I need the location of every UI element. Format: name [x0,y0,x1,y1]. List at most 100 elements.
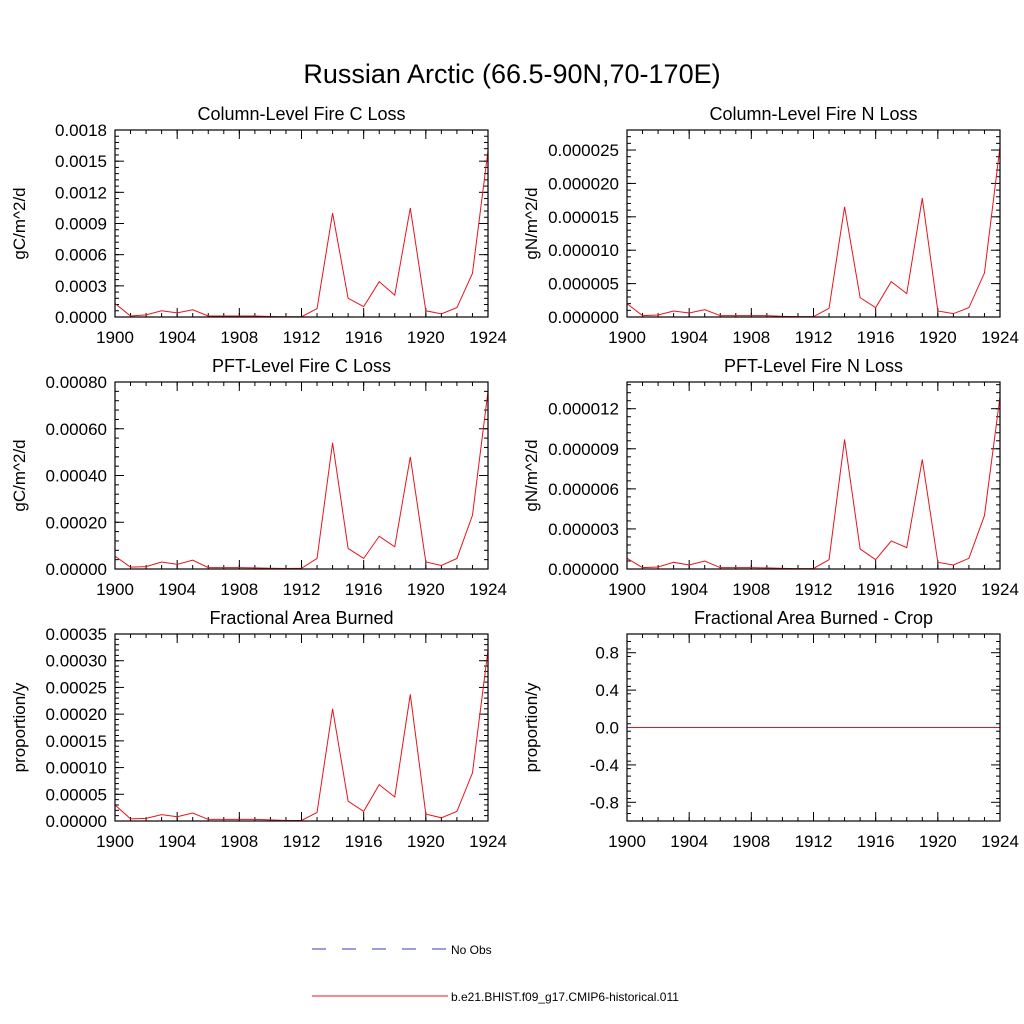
x-tick-label: 1924 [981,832,1019,851]
y-tick-label: 0.000006 [548,480,619,499]
x-tick-label: 1920 [407,580,445,599]
y-tick-label: 0.00080 [46,373,107,392]
x-tick-label: 1908 [220,580,258,599]
y-tick-label: 0.00015 [46,732,107,751]
y-tick-label: 0.00010 [46,759,107,778]
x-tick-label: 1908 [732,832,770,851]
y-tick-label: 0.4 [595,681,619,700]
x-tick-label: 1912 [283,580,321,599]
plot-frame [114,633,489,822]
legend: No Obs b.e21.BHIST.f09_g17.CMIP6-historic… [312,943,679,1004]
plot-frame [626,381,1001,570]
y-tick-label: 0.0018 [55,121,107,140]
x-tick-label: 1900 [608,832,646,851]
x-tick-label: 1924 [981,580,1019,599]
y-tick-label: 0.000015 [548,208,619,227]
x-tick-label: 1916 [857,580,895,599]
panel-title: Column-Level Fire N Loss [709,104,917,124]
x-tick-label: 1916 [857,328,895,347]
y-tick-label: 0.0000 [55,308,107,327]
x-tick-label: 1900 [96,328,134,347]
x-tick-label: 1900 [608,328,646,347]
panel-3: PFT-Level Fire C Loss 1900 1904 1908 1912 191… [10,356,507,599]
panel-title: Fractional Area Burned [209,608,393,628]
x-tick-label: 1920 [919,328,957,347]
x-tick-label: 1916 [345,580,383,599]
x-tick-label: 1908 [732,580,770,599]
panel-6: Fractional Area Burned - Crop 1900 1904 190… [522,608,1019,851]
y-tick-label: 0.000025 [548,141,619,160]
x-tick-label: 1908 [732,328,770,347]
y-axis-label: proportion/y [522,682,541,772]
x-tick-label: 1900 [608,580,646,599]
x-tick-label: 1908 [220,832,258,851]
y-axis-label: gC/m^2/d [10,187,29,259]
y-tick-label: 0.000000 [548,560,619,579]
panel-2: Column-Level Fire N Loss 1900 1904 1908 1912… [522,104,1019,347]
x-tick-label: 1904 [670,832,708,851]
y-tick-label: 0.000003 [548,520,619,539]
x-tick-label: 1912 [795,832,833,851]
x-tick-label: 1900 [96,832,134,851]
y-tick-label: 0.0003 [55,277,107,296]
x-tick-label: 1912 [795,580,833,599]
y-tick-label: 0.000020 [548,174,619,193]
y-tick-label: 0.0012 [55,183,107,202]
y-tick-label: 0.0009 [55,215,107,234]
y-tick-label: 0.0 [595,719,619,738]
panels: Column-Level Fire C Loss 1900 1904 1908 1912… [10,104,1019,851]
y-tick-label: 0.00030 [46,652,107,671]
plot-frame [626,633,1001,822]
x-tick-label: 1904 [670,328,708,347]
x-tick-label: 1904 [158,580,196,599]
plot-frame [114,129,489,318]
x-tick-label: 1920 [407,328,445,347]
y-axis-label: gN/m^2/d [522,187,541,259]
y-tick-label: 0.000010 [548,241,619,260]
x-tick-label: 1924 [469,328,507,347]
y-tick-label: 0.00005 [46,785,107,804]
x-tick-label: 1924 [469,580,507,599]
figure-title: Russian Arctic (66.5-90N,70-170E) [303,59,720,89]
y-tick-label: 0.000000 [548,308,619,327]
panel-1: Column-Level Fire C Loss 1900 1904 1908 1912… [10,104,507,347]
x-tick-label: 1916 [345,832,383,851]
legend-label: b.e21.BHIST.f09_g17.CMIP6-historical.011 [451,990,679,1004]
y-tick-label: 0.0015 [55,152,107,171]
y-tick-label: 0.00000 [46,560,107,579]
y-tick-label: 0.00035 [46,625,107,644]
x-tick-label: 1912 [283,328,321,347]
x-tick-label: 1916 [345,328,383,347]
y-tick-label: 0.00020 [46,513,107,532]
x-tick-label: 1920 [919,580,957,599]
x-tick-label: 1916 [857,832,895,851]
x-tick-label: 1920 [919,832,957,851]
panel-4: PFT-Level Fire N Loss 1900 1904 1908 1912 191… [522,356,1019,599]
y-tick-label: 0.00040 [46,467,107,486]
panel-title: Column-Level Fire C Loss [197,104,405,124]
panel-title: PFT-Level Fire C Loss [212,356,391,376]
y-tick-label: 0.00025 [46,678,107,697]
x-tick-label: 1904 [158,328,196,347]
y-tick-label: 0.000012 [548,400,619,419]
x-tick-label: 1920 [407,832,445,851]
x-tick-label: 1912 [795,328,833,347]
y-axis-label: proportion/y [10,682,29,772]
panel-title: Fractional Area Burned - Crop [694,608,933,628]
x-tick-label: 1900 [96,580,134,599]
plot-frame [114,381,489,570]
y-tick-label: 0.00020 [46,705,107,724]
y-axis-label: gN/m^2/d [522,439,541,511]
x-tick-label: 1924 [981,328,1019,347]
plot-frame [626,129,1001,318]
y-tick-label: -0.8 [590,793,619,812]
y-tick-label: 0.00060 [46,420,107,439]
legend-item: No Obs [312,943,492,957]
y-axis-label: gC/m^2/d [10,439,29,511]
y-tick-label: 0.00000 [46,812,107,831]
legend-label: No Obs [451,943,492,957]
x-tick-label: 1904 [158,832,196,851]
y-tick-label: 0.8 [595,644,619,663]
y-tick-label: 0.000009 [548,440,619,459]
